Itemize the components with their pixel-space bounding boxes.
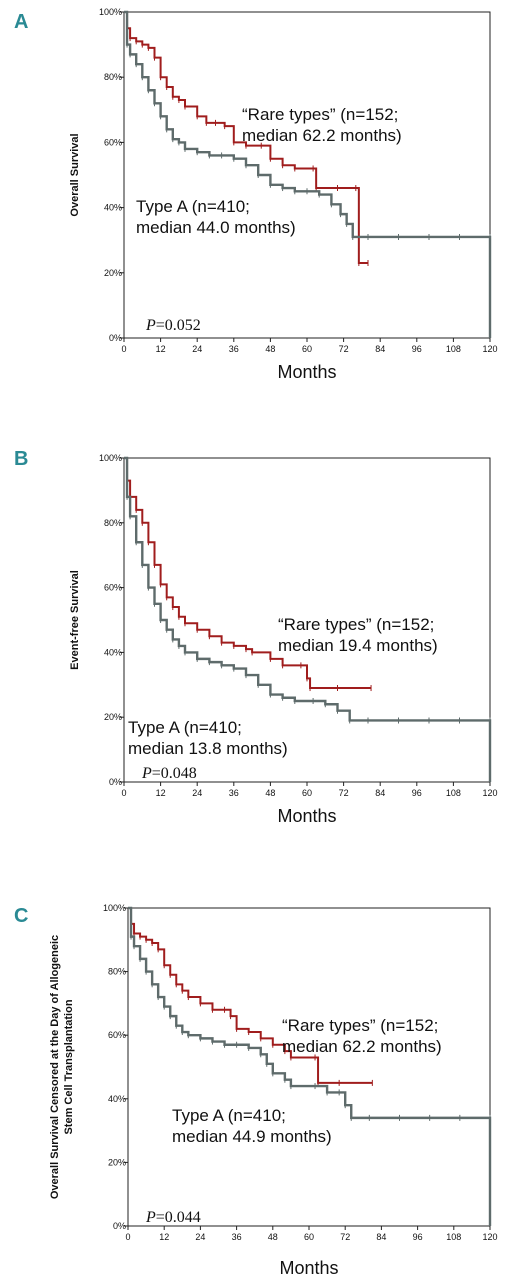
y-tick-label: 80% [104, 518, 122, 528]
annotation-typeA: Type A (n=410; [172, 1106, 286, 1125]
annotation-typeA: median 44.0 months) [136, 218, 296, 237]
x-tick-label: 0 [121, 344, 126, 354]
p-value-label: P=0.048 [141, 765, 197, 782]
y-axis-label: Overall Survival [69, 133, 81, 216]
x-tick-label: 72 [339, 344, 349, 354]
x-tick-label: 84 [375, 344, 385, 354]
annotation-rare: median 19.4 months) [278, 636, 438, 655]
x-tick-label: 96 [412, 344, 422, 354]
y-axis-label: Stem Cell Transplantation [63, 999, 75, 1134]
panel-letter: B [14, 448, 28, 470]
x-axis-label: Months [277, 362, 336, 382]
series-line-typeA [124, 456, 492, 782]
chart-panel-a: A 0% 20% 40% 60% 80% 100% 0 12 24 36 48 60 72 84 96 108 1… [14, 7, 498, 382]
series-line-typeA [124, 10, 492, 338]
chart-panel-b: B 0% 20% 40% 60% 80% 100% 0 12 24 36 48 60 72 84 96 108 1… [14, 448, 498, 826]
x-tick-label: 48 [265, 344, 275, 354]
annotation-rare: “Rare types” (n=152; [282, 1016, 438, 1035]
x-tick-label: 36 [229, 344, 239, 354]
annotation-rare: “Rare types” (n=152; [278, 615, 434, 634]
x-tick-label: 120 [482, 1232, 497, 1242]
x-tick-label: 84 [376, 1232, 386, 1242]
x-tick-label: 60 [302, 344, 312, 354]
x-tick-label: 84 [375, 788, 385, 798]
y-tick-label: 100% [99, 453, 122, 463]
x-tick-label: 96 [412, 788, 422, 798]
y-tick-label: 20% [104, 268, 122, 278]
y-tick-label: 100% [103, 903, 126, 913]
x-axis-label: Months [277, 806, 336, 826]
chart-panel-c: C 0% 20% 40% 60% 80% 100% 0 12 24 36 48 60 72 84 96 108 1… [14, 903, 498, 1278]
x-tick-label: 108 [446, 344, 461, 354]
x-tick-label: 60 [304, 1232, 314, 1242]
annotation-typeA: Type A (n=410; [128, 718, 242, 737]
series-line-rare [128, 907, 373, 1084]
y-tick-label: 40% [104, 203, 122, 213]
x-tick-label: 72 [339, 788, 349, 798]
y-tick-label: 0% [109, 333, 122, 343]
y-tick-label: 80% [108, 967, 126, 977]
y-tick-label: 60% [108, 1030, 126, 1040]
x-tick-label: 96 [413, 1232, 423, 1242]
x-tick-label: 60 [302, 788, 312, 798]
x-axis-label: Months [279, 1258, 338, 1278]
x-tick-label: 24 [192, 344, 202, 354]
y-tick-label: 60% [104, 137, 122, 147]
y-tick-label: 20% [104, 712, 122, 722]
annotation-rare: “Rare types” (n=152; [242, 105, 398, 124]
y-tick-label: 40% [108, 1094, 126, 1104]
annotation-typeA: median 13.8 months) [128, 739, 288, 758]
x-tick-label: 12 [156, 788, 166, 798]
y-tick-label: 20% [108, 1157, 126, 1167]
annotation-typeA: Type A (n=410; [136, 197, 250, 216]
annotation-typeA: median 44.9 months) [172, 1127, 332, 1146]
p-value-label: P=0.044 [145, 1209, 201, 1226]
panel-letter: A [14, 11, 28, 33]
x-tick-label: 36 [232, 1232, 242, 1242]
x-tick-label: 0 [125, 1232, 130, 1242]
y-tick-label: 80% [104, 72, 122, 82]
x-tick-label: 12 [159, 1232, 169, 1242]
y-tick-label: 60% [104, 583, 122, 593]
y-axis-label: Overall Survival Censored at the Day of … [49, 935, 61, 1199]
x-tick-label: 0 [121, 788, 126, 798]
p-value-label: P=0.052 [145, 317, 201, 334]
y-tick-label: 0% [109, 777, 122, 787]
x-tick-label: 108 [446, 788, 461, 798]
x-tick-label: 48 [268, 1232, 278, 1242]
plot-frame [123, 11, 491, 339]
x-tick-label: 24 [192, 788, 202, 798]
x-tick-label: 72 [340, 1232, 350, 1242]
y-tick-label: 40% [104, 647, 122, 657]
x-tick-label: 24 [195, 1232, 205, 1242]
x-tick-label: 120 [482, 788, 497, 798]
x-tick-label: 120 [482, 344, 497, 354]
x-tick-label: 36 [229, 788, 239, 798]
y-tick-label: 0% [113, 1221, 126, 1231]
plot-frame [127, 907, 491, 1227]
y-axis-label: Event-free Survival [69, 570, 81, 670]
annotation-rare: median 62.2 months) [242, 126, 402, 145]
annotation-rare: median 62.2 months) [282, 1037, 442, 1056]
series-line-typeA [128, 906, 492, 1226]
x-tick-label: 12 [156, 344, 166, 354]
series-line-rare [124, 457, 372, 690]
x-tick-label: 108 [446, 1232, 461, 1242]
y-tick-label: 100% [99, 7, 122, 17]
x-tick-label: 48 [265, 788, 275, 798]
panel-letter: C [14, 905, 28, 927]
